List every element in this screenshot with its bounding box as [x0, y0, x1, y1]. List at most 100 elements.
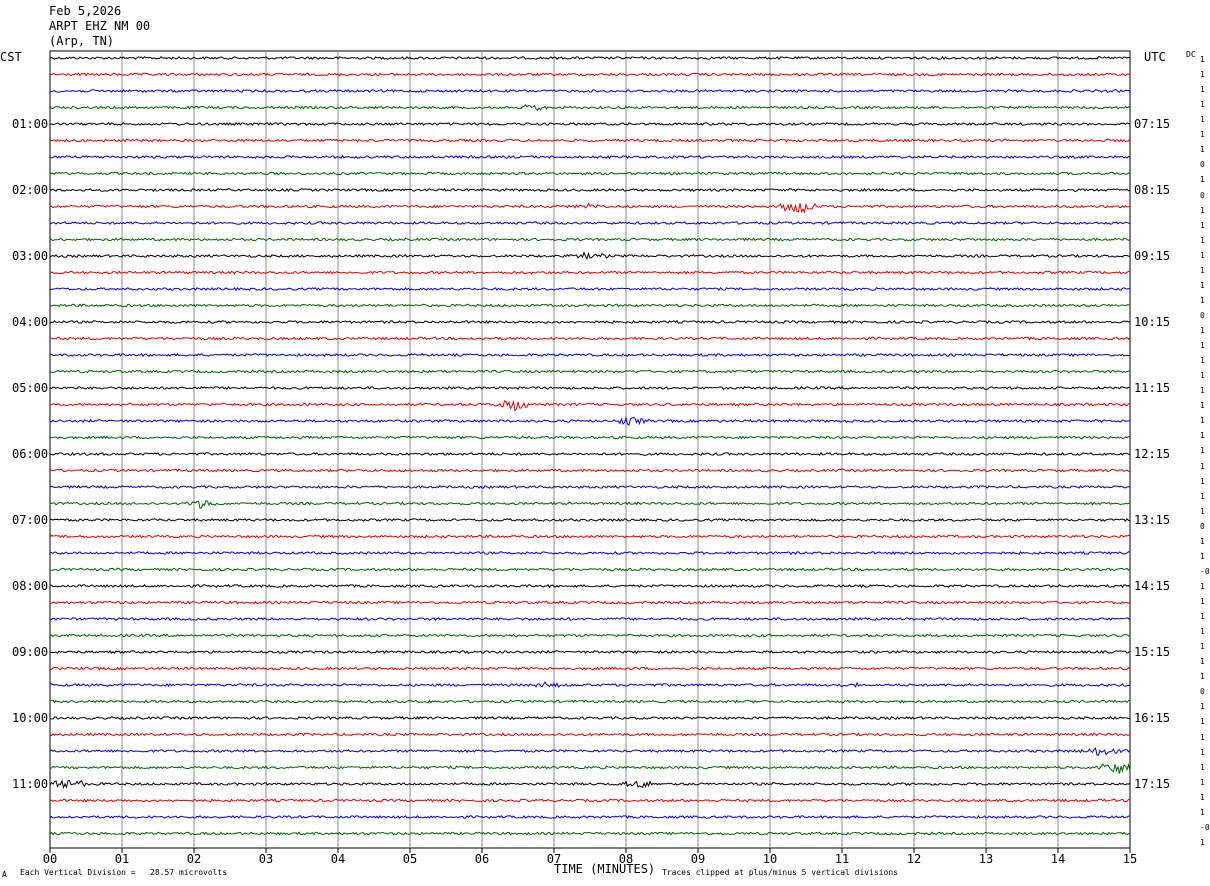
dc-label: DC — [1186, 50, 1196, 59]
right-hour-label: 12:15 — [1134, 447, 1171, 461]
trace-line — [49, 319, 1131, 325]
trace-line — [49, 138, 1131, 143]
x-tick-label: 04 — [331, 852, 345, 866]
header-station: ARPT EHZ NM 00 — [49, 19, 151, 33]
x-tick-label: 14 — [1051, 852, 1065, 866]
right-hour-label: 07:15 — [1134, 117, 1171, 131]
dc-offset-value: 1 — [1200, 265, 1205, 275]
clip-note: Traces clipped at plus/minus 5 vertical … — [662, 868, 899, 877]
dc-offset-value: 1 — [1200, 657, 1205, 667]
trace-line — [49, 237, 1131, 242]
plot-frame — [49, 50, 1131, 849]
dc-offset-value: 0 — [1200, 190, 1205, 200]
dc-offset-value: 1 — [1200, 536, 1205, 546]
trace-line — [49, 484, 1131, 489]
dc-offset-value: 1 — [1200, 702, 1205, 712]
dc-offset-value: 1 — [1200, 341, 1205, 351]
right-zone-label: UTC — [1144, 50, 1166, 64]
scale-note: Each Vertical Division = 28.57 microvolt… — [20, 868, 228, 877]
trace-line — [49, 416, 1131, 426]
trace-line — [49, 386, 1131, 390]
dc-offset-value: 1 — [1200, 326, 1205, 336]
x-axis-title: TIME (MINUTES) — [554, 862, 656, 876]
right-hour-label: 13:15 — [1134, 513, 1171, 527]
left-hour-label: 07:00 — [12, 513, 49, 527]
trace-line — [49, 303, 1131, 308]
dc-offset-value: 0 — [1200, 310, 1205, 320]
dc-offset-value: 1 — [1200, 55, 1205, 64]
grid-lines — [49, 50, 1131, 849]
trace-line — [50, 187, 1131, 192]
left-hour-label: 05:00 — [12, 381, 49, 395]
left-hour-label: 01:00 — [12, 117, 49, 131]
trace-line — [49, 251, 1131, 260]
trace-line — [49, 468, 1131, 473]
left-hour-label: 06:00 — [12, 447, 49, 461]
dc-offset-value: 1 — [1200, 145, 1205, 155]
trace-line — [49, 715, 1131, 720]
left-hour-label: 02:00 — [12, 183, 49, 197]
trace-line — [49, 831, 1131, 836]
dc-offset-value: 1 — [1200, 762, 1205, 772]
dc-offset-value: 1 — [1200, 205, 1205, 215]
trace-line — [49, 336, 1131, 341]
dc-offset-value: 1 — [1200, 491, 1205, 501]
trace-line — [49, 534, 1131, 539]
dc-offset-value: 1 — [1200, 416, 1205, 426]
trace-line — [49, 435, 1131, 440]
x-tick-label: 05 — [403, 852, 417, 866]
dc-offset-value: 1 — [1200, 280, 1205, 290]
trace-line — [49, 121, 1131, 126]
header-location: (Arp, TN) — [49, 34, 115, 48]
x-tick-label: 01 — [115, 852, 129, 866]
dc-offset-value: 1 — [1200, 792, 1205, 802]
time-axis: 00 01 02 03 04 05 06 07 08 09 10 11 12 13 14 15 — [43, 848, 1137, 866]
trace-line — [50, 88, 1131, 93]
corner-mark: A — [2, 870, 7, 879]
dc-offset-value: 1 — [1200, 627, 1205, 637]
dc-offset-value: 1 — [1200, 506, 1205, 516]
dc-offset-value: 1 — [1200, 175, 1205, 185]
trace-line — [49, 517, 1131, 523]
dc-offset-value: 1 — [1200, 807, 1205, 817]
dc-offset-value: 1 — [1200, 295, 1205, 305]
trace-line — [49, 499, 1131, 509]
trace-line — [49, 681, 1131, 688]
trace-line — [49, 617, 1131, 621]
dc-offset-value: 0 — [1200, 521, 1205, 531]
trace-line — [49, 171, 1131, 176]
header-date: Feb 5,2026 — [49, 4, 122, 18]
dc-offset-value: 1 — [1200, 732, 1205, 742]
trace-line — [49, 583, 1131, 589]
dc-offset-value: 1 — [1200, 777, 1205, 787]
dc-offset-value: 0 — [1200, 687, 1205, 697]
dc-offset-value: 1 — [1200, 747, 1205, 757]
right-hour-label: 17:15 — [1134, 777, 1171, 791]
trace-line — [49, 649, 1131, 655]
trace-line — [49, 600, 1131, 605]
right-hour-label: 10:15 — [1134, 315, 1171, 329]
trace-line — [49, 202, 1131, 214]
right-hour-label: 14:15 — [1134, 579, 1171, 593]
x-tick-label: 08 — [619, 852, 633, 866]
dc-offset-value: 1 — [1200, 85, 1205, 95]
left-hour-label: 09:00 — [12, 645, 49, 659]
dc-offset-value: 1 — [1200, 386, 1205, 396]
x-tick-label: 02 — [187, 852, 201, 866]
dc-offset-value: 1 — [1200, 100, 1205, 110]
dc-offset-value: 1 — [1200, 235, 1205, 245]
trace-line — [49, 550, 1131, 556]
dc-offset-value: 1 — [1200, 446, 1205, 456]
trace-line — [49, 220, 1131, 226]
dc-offset-value: 0 — [1200, 160, 1205, 170]
dc-offset-value: 1 — [1200, 717, 1205, 727]
dc-offset-value: 1 — [1200, 130, 1205, 140]
trace-line — [49, 815, 1131, 820]
x-tick-label: 06 — [475, 852, 489, 866]
right-hour-label: 16:15 — [1134, 711, 1171, 725]
trace-line — [49, 104, 1131, 111]
right-hour-label: 08:15 — [1134, 183, 1171, 197]
trace-line — [49, 732, 1131, 737]
dc-offset-value: 1 — [1200, 461, 1205, 471]
right-hour-label: 09:15 — [1134, 249, 1171, 263]
